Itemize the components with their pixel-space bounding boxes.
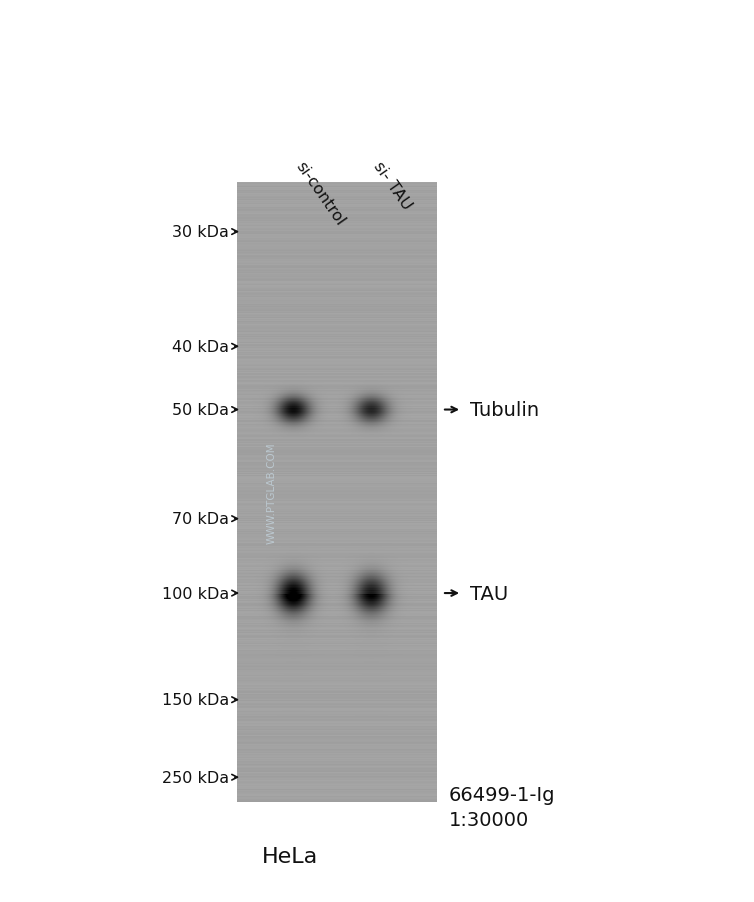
Text: 250 kDa: 250 kDa	[162, 769, 229, 785]
Text: 100 kDa: 100 kDa	[162, 586, 229, 601]
Text: 150 kDa: 150 kDa	[162, 693, 229, 707]
Text: 70 kDa: 70 kDa	[172, 511, 229, 527]
Text: 50 kDa: 50 kDa	[172, 402, 229, 418]
Text: Tubulin: Tubulin	[470, 400, 539, 419]
Text: HeLa: HeLa	[262, 846, 318, 866]
Text: si-control: si-control	[293, 160, 348, 228]
Text: 40 kDa: 40 kDa	[172, 339, 229, 354]
Text: TAU: TAU	[470, 584, 508, 603]
Text: si- TAU: si- TAU	[371, 160, 415, 213]
Text: 66499-1-Ig
1:30000: 66499-1-Ig 1:30000	[449, 785, 555, 829]
Text: 30 kDa: 30 kDa	[172, 225, 229, 240]
Text: WWW.PTGLAB.COM: WWW.PTGLAB.COM	[267, 442, 277, 543]
